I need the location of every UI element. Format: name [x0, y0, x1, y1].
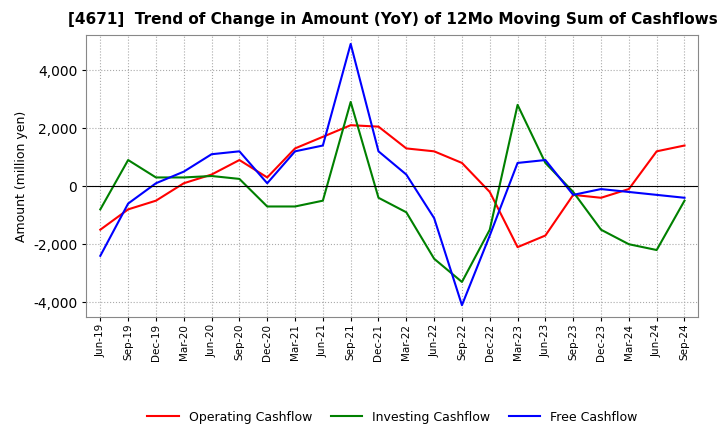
Operating Cashflow [318, 134, 327, 139]
Line: Free Cashflow: Free Cashflow [100, 44, 685, 305]
Operating Cashflow [430, 149, 438, 154]
Investing Cashflow [374, 195, 383, 200]
Investing Cashflow [541, 160, 550, 165]
Free Cashflow [485, 233, 494, 238]
Free Cashflow [235, 149, 243, 154]
Line: Investing Cashflow: Investing Cashflow [100, 102, 685, 282]
Investing Cashflow [485, 227, 494, 232]
Free Cashflow [430, 216, 438, 221]
Operating Cashflow [124, 207, 132, 212]
Free Cashflow [346, 41, 355, 47]
Free Cashflow [207, 152, 216, 157]
Operating Cashflow [291, 146, 300, 151]
Free Cashflow [541, 158, 550, 163]
Operating Cashflow [152, 198, 161, 203]
Investing Cashflow [124, 158, 132, 163]
Free Cashflow [569, 192, 577, 198]
Operating Cashflow [207, 172, 216, 177]
Free Cashflow [652, 192, 661, 198]
Investing Cashflow [680, 198, 689, 203]
Investing Cashflow [318, 198, 327, 203]
Operating Cashflow [652, 149, 661, 154]
Investing Cashflow [263, 204, 271, 209]
Investing Cashflow [624, 242, 633, 247]
Investing Cashflow [402, 209, 410, 215]
Operating Cashflow [346, 123, 355, 128]
Free Cashflow [152, 180, 161, 186]
Investing Cashflow [597, 227, 606, 232]
Free Cashflow [458, 303, 467, 308]
Operating Cashflow [458, 160, 467, 165]
Free Cashflow [680, 195, 689, 200]
Investing Cashflow [152, 175, 161, 180]
Investing Cashflow [291, 204, 300, 209]
Free Cashflow [291, 149, 300, 154]
Investing Cashflow [179, 175, 188, 180]
Legend: Operating Cashflow, Investing Cashflow, Free Cashflow: Operating Cashflow, Investing Cashflow, … [143, 406, 642, 429]
Operating Cashflow [235, 158, 243, 163]
Operating Cashflow [624, 187, 633, 192]
Free Cashflow [624, 189, 633, 194]
Free Cashflow [402, 172, 410, 177]
Investing Cashflow [569, 189, 577, 194]
Free Cashflow [263, 180, 271, 186]
Operating Cashflow [374, 124, 383, 129]
Operating Cashflow [597, 195, 606, 200]
Investing Cashflow [346, 99, 355, 105]
Free Cashflow [179, 169, 188, 174]
Investing Cashflow [458, 279, 467, 285]
Free Cashflow [513, 160, 522, 165]
Free Cashflow [318, 143, 327, 148]
Investing Cashflow [207, 173, 216, 179]
Operating Cashflow [179, 180, 188, 186]
Y-axis label: Amount (million yen): Amount (million yen) [14, 110, 27, 242]
Operating Cashflow [96, 227, 104, 232]
Free Cashflow [374, 149, 383, 154]
Investing Cashflow [235, 176, 243, 182]
Operating Cashflow [541, 233, 550, 238]
Free Cashflow [124, 201, 132, 206]
Investing Cashflow [513, 102, 522, 107]
Investing Cashflow [652, 247, 661, 253]
Operating Cashflow [485, 189, 494, 194]
Operating Cashflow [569, 192, 577, 198]
Title: [4671]  Trend of Change in Amount (YoY) of 12Mo Moving Sum of Cashflows: [4671] Trend of Change in Amount (YoY) o… [68, 12, 717, 27]
Free Cashflow [96, 253, 104, 258]
Investing Cashflow [96, 207, 104, 212]
Operating Cashflow [680, 143, 689, 148]
Line: Operating Cashflow: Operating Cashflow [100, 125, 685, 247]
Operating Cashflow [402, 146, 410, 151]
Investing Cashflow [430, 256, 438, 261]
Free Cashflow [597, 187, 606, 192]
Operating Cashflow [263, 175, 271, 180]
Operating Cashflow [513, 245, 522, 250]
